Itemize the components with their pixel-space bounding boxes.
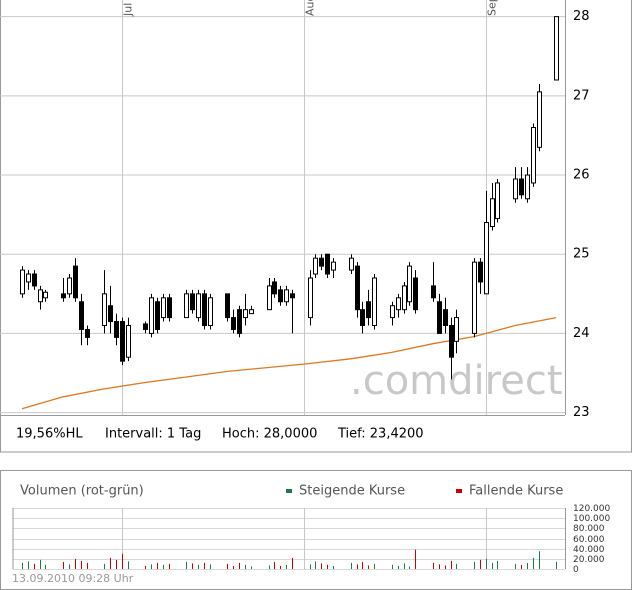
candle-body <box>360 309 365 327</box>
candle-body <box>366 301 371 319</box>
volume-title: Volumen (rot-grün) <box>20 484 144 499</box>
candle-body <box>202 293 207 327</box>
y-tick-label: 27 <box>573 88 590 103</box>
y-tick-label: 0 <box>573 565 579 575</box>
candle-body <box>284 289 289 303</box>
y-tick-label: 60.000 <box>573 535 605 545</box>
candle-body <box>43 291 48 299</box>
candle-body <box>396 297 401 311</box>
candle-body <box>190 293 195 311</box>
candle-body <box>102 293 107 327</box>
candle-body <box>372 277 377 327</box>
candle-body <box>32 273 37 287</box>
candle-body <box>355 265 360 311</box>
candle-body <box>73 265 78 299</box>
candle-body <box>67 277 72 295</box>
watermark: .comdirect <box>350 358 563 404</box>
candle-body <box>143 323 148 330</box>
x-tick-label: Jul <box>122 3 135 17</box>
candle-body <box>184 293 189 319</box>
stat: 19,56%HL <box>16 427 83 442</box>
stat: Tief: 23,4200 <box>337 427 424 442</box>
candle-body <box>407 265 412 303</box>
candle-body <box>126 325 131 358</box>
candle-body <box>478 261 483 283</box>
x-tick-label: Sep <box>486 0 499 16</box>
candle-body <box>85 328 90 338</box>
candle-body <box>325 253 330 275</box>
candle-body <box>208 297 213 327</box>
candle-body <box>161 297 166 319</box>
y-tick-label: 80.000 <box>573 524 605 534</box>
y-tick-label: 25 <box>573 247 590 262</box>
candle-body <box>38 289 43 303</box>
candle-body <box>231 317 236 330</box>
candle-body <box>243 309 248 319</box>
candle-body <box>155 301 160 330</box>
candle-body <box>313 257 318 275</box>
candle-body <box>413 277 418 311</box>
legend-label: Fallende Kurse <box>469 484 563 499</box>
candle-body <box>349 257 354 271</box>
candle-body <box>437 301 442 334</box>
candle-body <box>431 285 436 299</box>
candle-body <box>319 257 324 267</box>
candle-body <box>390 305 395 319</box>
candle-body <box>249 309 254 315</box>
legend-label: Steigende Kurse <box>299 484 405 499</box>
candle-body <box>26 273 31 283</box>
candle-body <box>167 297 172 319</box>
candle-body <box>196 293 201 319</box>
candle-body <box>149 297 154 334</box>
candle-body <box>267 285 272 311</box>
candle-body <box>290 293 295 299</box>
candle-body <box>308 277 313 319</box>
candle-body <box>519 178 524 196</box>
y-tick-label: 24 <box>573 326 590 341</box>
y-tick-label: 23 <box>573 405 590 420</box>
candle-body <box>79 301 84 330</box>
x-tick-label: Aug <box>304 0 317 16</box>
candle-body <box>278 289 283 303</box>
candle-body <box>495 182 500 220</box>
candle-body <box>490 198 495 228</box>
candle-body <box>449 325 454 358</box>
y-tick-label: 40.000 <box>573 545 605 555</box>
candle-body <box>108 305 113 323</box>
timestamp: 13.09.2010 09:28 Uhr <box>12 572 134 585</box>
candle-body <box>531 127 536 184</box>
candle-body <box>537 91 542 148</box>
candle-body <box>114 321 119 338</box>
candle-body <box>443 309 448 327</box>
y-tick-label: 26 <box>573 168 590 183</box>
candle-body <box>272 281 277 295</box>
candle-body <box>331 261 336 271</box>
candle-body <box>402 285 407 311</box>
y-tick-label: 20.000 <box>573 555 605 565</box>
candle-body <box>225 293 230 319</box>
legend-swatch <box>456 489 462 493</box>
candle-body <box>484 222 489 295</box>
candle-body <box>554 16 559 81</box>
candle-body <box>61 293 66 299</box>
y-tick-label: 100.000 <box>573 514 610 524</box>
candle-body <box>525 174 530 200</box>
y-tick-label: 28 <box>573 9 590 24</box>
stat: Hoch: 28,0000 <box>222 427 317 442</box>
candle-body <box>454 317 459 342</box>
candle-body <box>472 261 477 334</box>
candle-body <box>120 321 125 362</box>
y-tick-label: 120.000 <box>573 504 610 514</box>
candle-body <box>513 178 518 200</box>
stat: Intervall: 1 Tag <box>105 427 201 442</box>
candle-body <box>237 309 242 334</box>
candle-body <box>20 269 25 295</box>
moving-average <box>21 316 557 410</box>
legend-swatch <box>286 489 292 493</box>
